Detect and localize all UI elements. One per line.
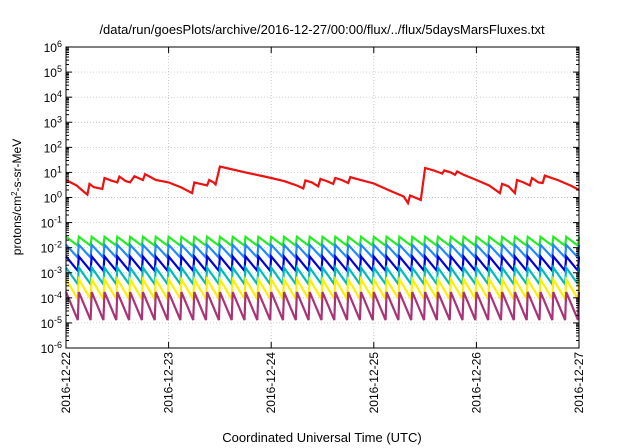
y-tick-label: 10-3 xyxy=(41,265,62,281)
y-axis-label: protons/cm2-s-sr-MeV xyxy=(10,139,25,255)
y-tick-label: 105 xyxy=(44,64,62,80)
x-tick-label: 2016-12-27 xyxy=(572,352,586,414)
y-tick-label: 106 xyxy=(44,39,62,55)
y-tick-label: 10-1 xyxy=(41,215,62,231)
x-tick-label: 2016-12-26 xyxy=(469,352,483,414)
series-line-1 xyxy=(65,165,580,206)
y-axis-label-prefix: protons/cm xyxy=(10,196,24,255)
x-axis: 2016-12-22 2016-12-23 2016-12-24 2016-12-25… xyxy=(59,47,586,413)
y-tick-label: 100 xyxy=(44,190,62,206)
series-line-3 xyxy=(65,242,581,261)
plot-series xyxy=(64,165,581,321)
y-tick-label: 10-4 xyxy=(41,290,62,306)
y-tick-label: 101 xyxy=(44,164,62,180)
y-tick-label: 104 xyxy=(44,89,62,105)
y-axis: 10-6 10-5 10-4 10-3 10-2 10-1 100 101 102 103 104 1… xyxy=(41,39,579,356)
x-tick-label: 2016-12-25 xyxy=(367,352,381,414)
x-tick-label: 2016-12-22 xyxy=(59,352,73,414)
y-tick-label: 102 xyxy=(44,139,62,155)
y-tick-label: 10-5 xyxy=(41,315,62,331)
x-tick-label: 2016-12-24 xyxy=(264,352,278,414)
y-tick-label: 10-2 xyxy=(41,240,62,256)
x-axis-label: Coordinated Universal Time (UTC) xyxy=(222,430,421,445)
chart-title: /data/run/goesPlots/archive/2016-12-27/0… xyxy=(99,22,545,37)
y-axis-label-suffix: -s-sr-MeV xyxy=(10,139,24,192)
series-line-7 xyxy=(64,291,581,321)
x-tick-label: 2016-12-23 xyxy=(162,352,176,414)
y-axis-label-superscript: 2 xyxy=(10,191,19,196)
y-tick-label: 103 xyxy=(44,114,62,130)
grid-lines xyxy=(66,47,579,348)
y-tick-label: 10-6 xyxy=(41,340,62,356)
